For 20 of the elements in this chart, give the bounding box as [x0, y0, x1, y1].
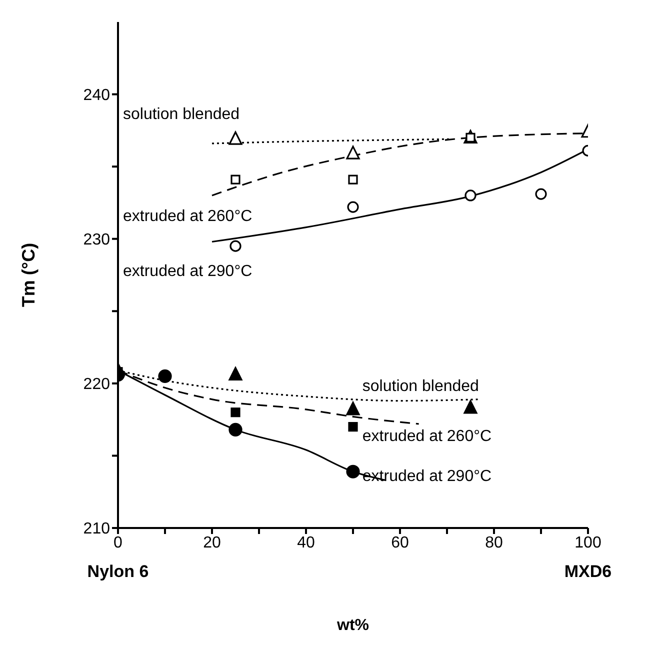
x-tick-label: 40: [297, 534, 315, 552]
x-tick-label: 0: [114, 534, 123, 552]
x-axis-title: wt%: [336, 617, 369, 634]
y-tick-label: 210: [83, 520, 110, 538]
text: Nylon 6: [87, 562, 149, 582]
y-axis-title: Tm (°C): [18, 242, 38, 308]
x-tick-label: 100: [574, 534, 602, 552]
y-tick-label: 230: [83, 232, 110, 249]
annotation: extruded at 260°C: [123, 208, 252, 226]
x-tick-label: 20: [203, 534, 221, 552]
annotation: extruded at 260°C: [362, 428, 492, 446]
annotation: solution blended: [123, 106, 240, 124]
x-tick-label: 60: [391, 534, 409, 552]
x-tick-label: 80: [485, 534, 503, 552]
annotation: extruded at 290°C: [123, 263, 252, 281]
annotation: solution blended: [362, 378, 479, 396]
y-tick-label: 240: [83, 86, 110, 104]
y-tick-label: 220: [83, 376, 110, 394]
text: MXD6: [564, 562, 612, 582]
annotation: extruded at 290°C: [362, 468, 492, 486]
